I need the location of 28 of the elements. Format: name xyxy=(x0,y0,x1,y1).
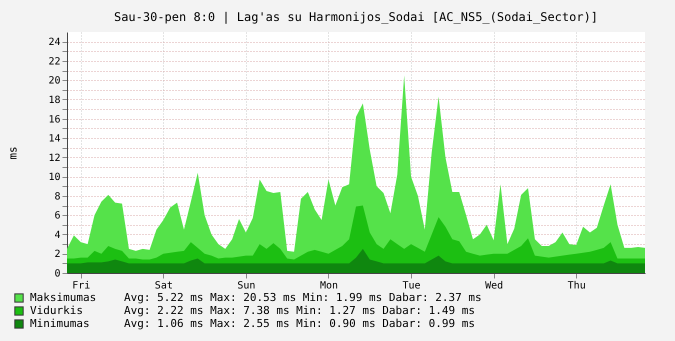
y-tick-label: 20 xyxy=(48,76,60,87)
y-tick-label: 6 xyxy=(54,210,60,222)
x-tick-label: Sat xyxy=(154,280,173,292)
x-tick-label: Sun xyxy=(237,280,256,292)
x-tick-label: Mon xyxy=(320,280,338,292)
y-tick-label: 24 xyxy=(48,37,60,48)
x-tick-label: Tue xyxy=(402,280,421,292)
legend-label: Maksimumas xyxy=(30,291,96,304)
chart-title: Sau-30-pen 8:0 | Lag'as su Harmonijos_Sodai [AC_NS5_(Sodai_Sector)] xyxy=(114,10,598,24)
text: Avg: 2.22 ms Max: 7.38 ms Min: 1.27 ms Dabar: 1.49 ms xyxy=(124,304,475,317)
text: Avg: 1.06 ms Max: 2.55 ms Min: 0.90 ms Dabar: 0.99 ms xyxy=(124,317,475,330)
text: Avg: 5.22 ms Max: 20.53 ms Min: 1.99 ms Dabar: 2.37 ms xyxy=(124,291,482,304)
legend-label: Vidurkis xyxy=(30,304,83,317)
y-tick-label: 16 xyxy=(48,114,60,126)
y-tick-label: 10 xyxy=(48,172,60,184)
y-tick-label: 4 xyxy=(54,230,60,241)
x-tick-label: Wed xyxy=(485,280,504,292)
y-tick-label: 12 xyxy=(48,152,60,164)
x-tick-label: Fri xyxy=(72,280,90,292)
y-tick-label: 8 xyxy=(54,191,60,202)
y-tick-label: 0 xyxy=(54,268,60,280)
y-tick-label: 14 xyxy=(48,134,60,145)
x-tick-label: Thu xyxy=(568,280,586,292)
y-axis-title: ms xyxy=(6,146,20,160)
y-tick-label: 18 xyxy=(48,94,60,106)
legend-label: Minimumas xyxy=(30,317,90,330)
y-tick-label: 2 xyxy=(54,249,60,260)
y-tick-label: 22 xyxy=(48,56,60,68)
